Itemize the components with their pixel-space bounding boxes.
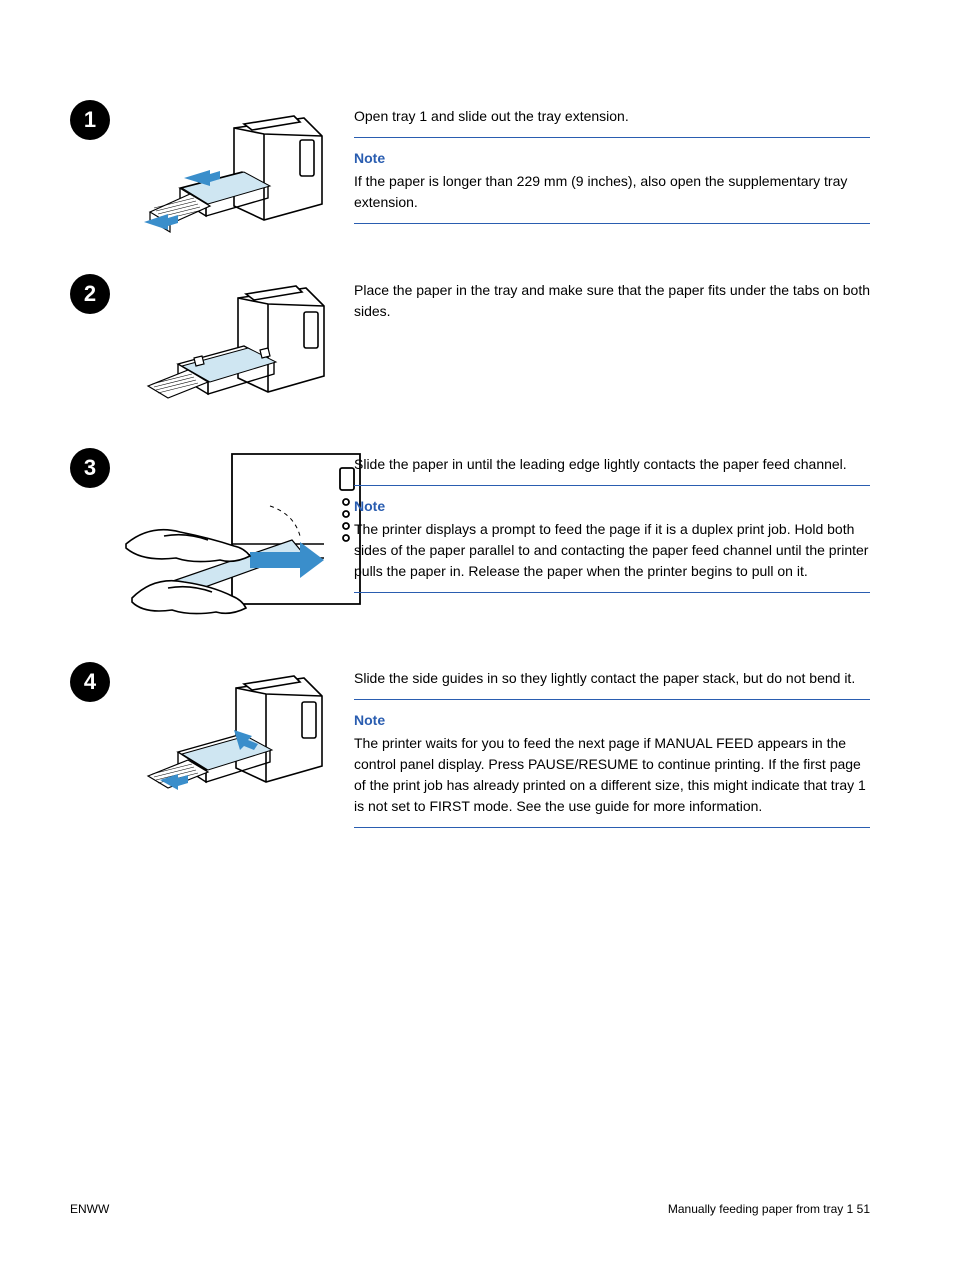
step-number-badge: 3 bbox=[70, 448, 110, 488]
footer-left: ENWW bbox=[70, 1202, 109, 1216]
step-4-text: Slide the side guides in so they lightly… bbox=[354, 668, 870, 689]
footer-right: Manually feeding paper from tray 1 51 bbox=[668, 1202, 870, 1216]
step-3-image bbox=[124, 448, 334, 638]
divider bbox=[354, 223, 870, 224]
step-4: 4 bbox=[70, 662, 870, 838]
step-3-text: Slide the paper in until the leading edg… bbox=[354, 454, 870, 475]
step-1: 1 bbox=[70, 100, 870, 250]
divider bbox=[354, 592, 870, 593]
divider bbox=[354, 699, 870, 700]
step-number-badge: 4 bbox=[70, 662, 110, 702]
divider bbox=[354, 827, 870, 828]
note-body: The printer displays a prompt to feed th… bbox=[354, 519, 870, 582]
step-1-content: Open tray 1 and slide out the tray exten… bbox=[354, 100, 870, 234]
step-2: 2 bbox=[70, 274, 870, 424]
step-4-content: Slide the side guides in so they lightly… bbox=[354, 662, 870, 838]
note-body: If the paper is longer than 229 mm (9 in… bbox=[354, 171, 870, 213]
step-4-image bbox=[124, 662, 334, 812]
note-heading: Note bbox=[354, 148, 870, 169]
page-footer: ENWW Manually feeding paper from tray 1 … bbox=[70, 1202, 870, 1216]
step-1-text: Open tray 1 and slide out the tray exten… bbox=[354, 106, 870, 127]
step-3-content: Slide the paper in until the leading edg… bbox=[354, 448, 870, 603]
step-2-text: Place the paper in the tray and make sur… bbox=[354, 280, 870, 322]
note-heading: Note bbox=[354, 710, 870, 731]
step-1-image bbox=[124, 100, 334, 250]
step-number-badge: 2 bbox=[70, 274, 110, 314]
step-2-content: Place the paper in the tray and make sur… bbox=[354, 274, 870, 332]
step-2-image bbox=[124, 274, 334, 424]
divider bbox=[354, 485, 870, 486]
step-3: 3 bbox=[70, 448, 870, 638]
divider bbox=[354, 137, 870, 138]
note-body: The printer waits for you to feed the ne… bbox=[354, 733, 870, 817]
note-heading: Note bbox=[354, 496, 870, 517]
step-number-badge: 1 bbox=[70, 100, 110, 140]
